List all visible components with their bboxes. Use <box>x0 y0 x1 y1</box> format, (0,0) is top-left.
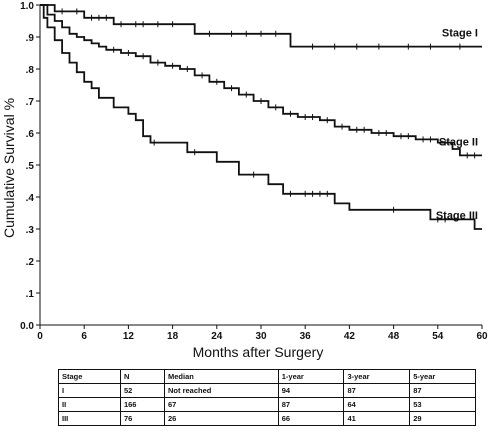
table-cell: 166 <box>119 397 166 412</box>
survival-table: Stage N Median 1-year 3-year 5-year I 52… <box>58 369 476 426</box>
y-tick-label: .5 <box>26 161 35 172</box>
table-cell: 67 <box>164 397 279 412</box>
x-tick-label: 48 <box>388 331 400 342</box>
y-tick-label: .3 <box>26 225 35 236</box>
table-cell: Not reached <box>164 383 279 398</box>
y-tick-label: .4 <box>26 193 35 204</box>
table-cell: III <box>58 411 121 426</box>
survival-chart: 0 6 12 18 24 30 36 42 48 54 60 0.0 .1 .2 .3 .4 .5 .6 .7 .8… <box>1 1 488 360</box>
y-ticks: 0.0 .1 .2 .3 .4 .5 .6 .7 .8 .9 1.0 <box>20 1 40 332</box>
table-header-cell: 5-year <box>409 369 476 384</box>
x-tick-label: 24 <box>211 331 223 342</box>
table-header-cell: Stage <box>58 369 121 384</box>
y-tick-label: .7 <box>26 97 35 108</box>
y-tick-label: .6 <box>26 129 35 140</box>
table-cell: II <box>58 397 121 412</box>
y-axis-label: Cumulative Survival % <box>1 98 17 238</box>
y-tick-label: .1 <box>26 289 35 300</box>
survival-curves: Stage I Stage II Stage III <box>40 4 482 230</box>
table-cell: 64 <box>343 397 411 412</box>
table-row: I 52 Not reached 94 87 87 <box>58 383 476 398</box>
table-header-cell: Median <box>164 369 279 384</box>
x-tick-label: 42 <box>344 331 356 342</box>
table-cell: 53 <box>409 397 476 412</box>
table-header-cell: 3-year <box>343 369 411 384</box>
table-row: II 166 67 87 64 53 <box>58 397 476 412</box>
table-header-cell: N <box>119 369 166 384</box>
stage-i-label: Stage I <box>442 28 478 40</box>
table-cell: 87 <box>277 397 345 412</box>
x-tick-label: 30 <box>255 331 267 342</box>
table-cell: 87 <box>343 383 411 398</box>
table-header-cell: 1-year <box>277 369 345 384</box>
table-cell: I <box>58 383 121 398</box>
x-axis-label: Months after Surgery <box>193 344 324 360</box>
x-tick-label: 60 <box>476 331 488 342</box>
stage-i-curve <box>40 4 482 48</box>
table-cell: 87 <box>409 383 476 398</box>
y-tick-label: .8 <box>26 65 35 76</box>
table-row: III 76 26 66 41 29 <box>58 411 476 426</box>
plot-area: 0 6 12 18 24 30 36 42 48 54 60 0.0 .1 .2 .3 .4 .5 .6 .7 .8… <box>20 1 488 342</box>
y-tick-label: .9 <box>26 33 35 44</box>
x-ticks: 0 6 12 18 24 30 36 42 48 54 60 <box>37 325 488 342</box>
table-header-row: Stage N Median 1-year 3-year 5-year <box>58 369 476 384</box>
stage-ii-curve <box>40 4 482 157</box>
y-tick-label: 0.0 <box>20 321 34 332</box>
table-cell: 26 <box>164 411 279 426</box>
table-cell: 94 <box>277 383 345 398</box>
stage-ii-label: Stage II <box>439 136 478 148</box>
x-tick-label: 54 <box>432 331 444 342</box>
x-tick-label: 6 <box>81 331 87 342</box>
y-tick-label: .2 <box>26 257 35 268</box>
table-cell: 52 <box>119 383 166 398</box>
stage-iii-curve <box>40 4 482 230</box>
table-cell: 76 <box>119 411 166 426</box>
table-cell: 41 <box>343 411 411 426</box>
table-cell: 66 <box>277 411 345 426</box>
x-tick-label: 0 <box>37 331 43 342</box>
x-tick-label: 36 <box>300 331 312 342</box>
table-cell: 29 <box>409 411 476 426</box>
y-tick-label: 1.0 <box>20 1 34 12</box>
x-tick-label: 12 <box>123 331 135 342</box>
x-tick-label: 18 <box>167 331 179 342</box>
stage-iii-label: Stage III <box>436 210 478 222</box>
